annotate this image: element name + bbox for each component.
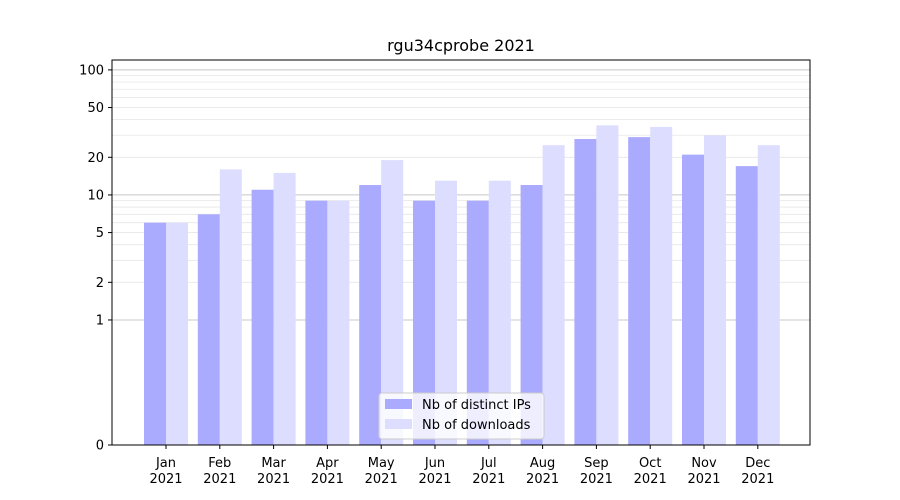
bar-distinct-ips: [628, 137, 651, 445]
bar-distinct-ips: [574, 139, 597, 445]
y-axis: 0 1 2 5 10 20 50 100: [79, 63, 112, 454]
y-tick-label: 5: [96, 226, 104, 241]
x-tick-label-year: 2021: [687, 472, 720, 487]
bars-layer: [144, 125, 780, 446]
legend-label: Nb of distinct IPs: [422, 398, 531, 413]
x-tick-label-month: Sep: [584, 456, 609, 471]
bar-downloads: [596, 125, 619, 445]
bar-distinct-ips: [359, 185, 382, 445]
bar-distinct-ips: [735, 166, 758, 445]
x-tick-label-year: 2021: [203, 472, 236, 487]
y-tick-label: 0: [96, 439, 104, 454]
y-tick-label: 1: [96, 313, 104, 328]
bar-downloads: [219, 169, 242, 445]
x-tick-label-month: Dec: [745, 456, 770, 471]
bar-downloads: [488, 180, 511, 445]
legend: Nb of distinct IPs Nb of downloads: [378, 392, 545, 440]
bar-distinct-ips: [144, 222, 166, 445]
bar-distinct-ips: [466, 200, 489, 445]
x-tick-label-year: 2021: [472, 472, 505, 487]
y-tick-label: 100: [79, 63, 104, 78]
x-tick-label-month: Aug: [530, 456, 555, 471]
x-tick-label-month: Nov: [691, 456, 717, 471]
bar-downloads: [327, 200, 350, 445]
bar-downloads: [650, 126, 673, 446]
bar-distinct-ips: [251, 189, 274, 445]
x-tick-label-month: Jan: [155, 456, 176, 471]
y-tick-label: 50: [87, 101, 104, 116]
bar-distinct-ips: [520, 185, 543, 445]
x-tick-label-year: 2021: [526, 472, 559, 487]
legend-swatch: [385, 399, 412, 409]
x-axis: Jan2021Feb2021Mar2021Apr2021May2021Jun20…: [149, 445, 774, 487]
x-tick-label-year: 2021: [311, 472, 344, 487]
chart-title: rgu34cprobe 2021: [387, 36, 535, 55]
x-tick-label-month: Mar: [261, 456, 286, 471]
legend-label: Nb of downloads: [422, 418, 531, 433]
x-tick-label-year: 2021: [365, 472, 398, 487]
x-tick-label-month: Apr: [316, 456, 339, 471]
bar-distinct-ips: [305, 200, 328, 445]
x-tick-label-month: May: [368, 456, 395, 471]
bar-downloads: [381, 160, 404, 445]
bar-distinct-ips: [682, 154, 704, 446]
x-tick-label-year: 2021: [418, 472, 451, 487]
bar-downloads: [166, 222, 188, 445]
x-tick-label-year: 2021: [634, 472, 667, 487]
bar-distinct-ips: [197, 214, 220, 445]
bar-downloads: [704, 135, 726, 445]
x-tick-label-month: Jun: [424, 456, 445, 471]
plot-frame: [111, 59, 811, 446]
x-tick-label-year: 2021: [149, 472, 182, 487]
legend-box: [378, 392, 545, 440]
x-tick-label-month: Feb: [208, 456, 231, 471]
bar-distinct-ips: [413, 200, 435, 445]
legend-swatch: [385, 419, 412, 429]
bar-downloads: [757, 145, 780, 445]
x-tick-label-month: Oct: [639, 456, 661, 471]
x-tick-label-month: Jul: [480, 456, 497, 471]
bar-downloads: [273, 172, 296, 445]
x-tick-label-year: 2021: [580, 472, 613, 487]
x-tick-label-year: 2021: [257, 472, 290, 487]
x-tick-label-year: 2021: [741, 472, 774, 487]
bar-downloads: [435, 180, 457, 445]
bar-downloads: [542, 145, 565, 445]
y-tick-label: 10: [87, 188, 104, 203]
y-tick-label: 20: [87, 151, 104, 166]
y-tick-label: 2: [96, 276, 104, 291]
